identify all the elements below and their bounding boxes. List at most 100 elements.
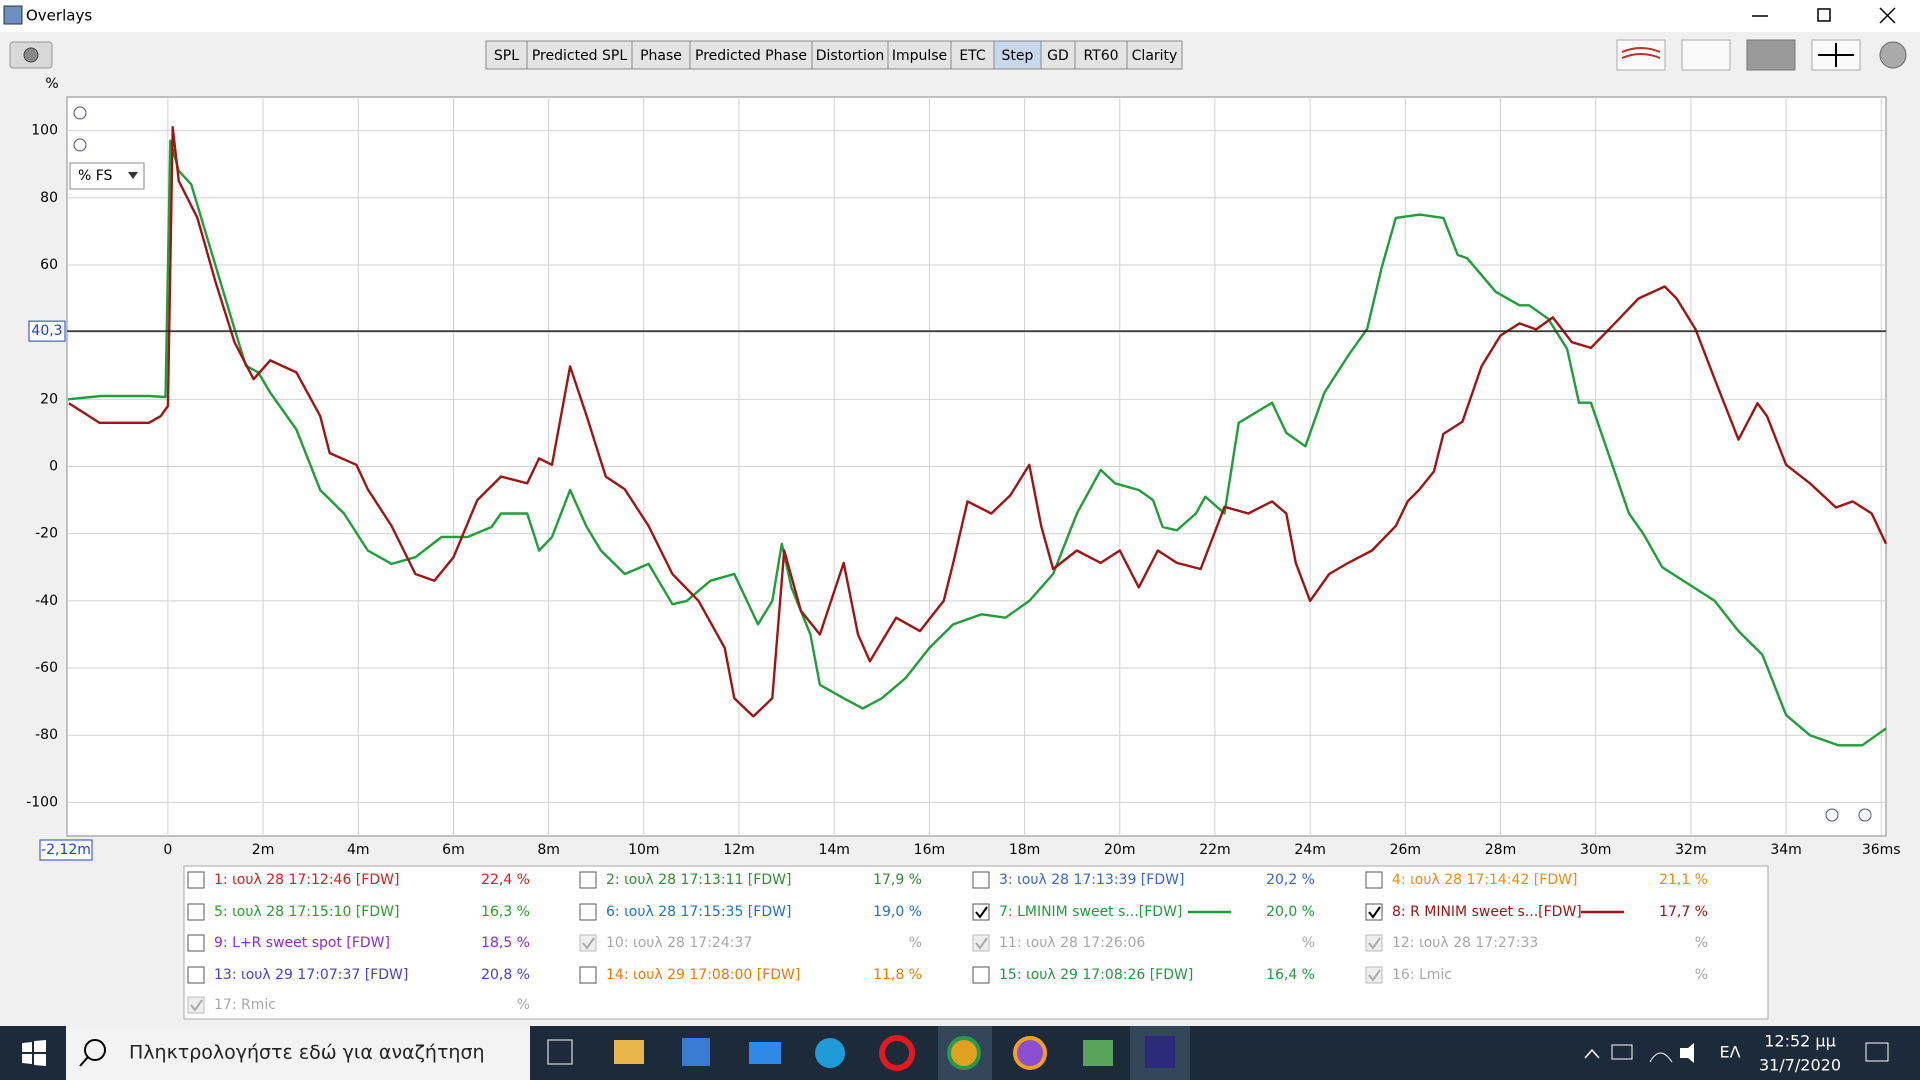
x-tick-label: 20m: [1104, 842, 1135, 858]
browser-icon[interactable]: [1013, 1036, 1047, 1070]
search-box[interactable]: [66, 1026, 530, 1080]
app-icon: [3, 5, 23, 25]
x-tick-label: 2m: [252, 842, 275, 858]
tab-label: Impulse: [892, 48, 947, 64]
checkbox: [187, 996, 205, 1014]
checkmark: [1368, 937, 1381, 950]
app-icon[interactable]: [1083, 1040, 1113, 1066]
x-tick-label: 22m: [1199, 842, 1230, 858]
notifications[interactable]: [1865, 1042, 1889, 1062]
checkbox[interactable]: [972, 966, 990, 984]
tab-label: Clarity: [1132, 48, 1178, 64]
plot-lines: 40,3: [28, 126, 1888, 747]
y-tick-label: -20: [35, 526, 58, 542]
series-line: [67, 139, 1887, 747]
window-icon[interactable]: [1681, 39, 1731, 71]
search-icon: [84, 1039, 106, 1061]
y-tick-label: 0: [49, 459, 58, 475]
tray-icon[interactable]: [1611, 1044, 1633, 1060]
tray-arrow[interactable]: [1584, 1048, 1600, 1059]
opera-icon[interactable]: [879, 1035, 915, 1071]
overlay-label: 11: ιουλ 28 17:26:06: [999, 935, 1145, 951]
x-tick-label: 30m: [1580, 842, 1611, 858]
overlay-percent: %: [1302, 935, 1315, 951]
checkbox[interactable]: [579, 903, 597, 921]
tab-button[interactable]: [1074, 40, 1128, 70]
edge-icon[interactable]: [815, 1038, 845, 1068]
checkbox[interactable]: [579, 871, 597, 889]
tab-button[interactable]: [993, 40, 1042, 70]
tab-label: Step: [1002, 48, 1034, 64]
chrome-icon[interactable]: [947, 1036, 981, 1070]
zoom-in-icon[interactable]: [73, 106, 87, 120]
checkbox[interactable]: [1365, 903, 1383, 921]
tab-label: SPL: [494, 48, 519, 64]
overlay-label: 13: ιουλ 29 17:07:37 [FDW]: [214, 967, 408, 983]
zoom-x-in-icon[interactable]: [1858, 808, 1872, 822]
tab-button[interactable]: [1040, 40, 1076, 70]
tab-label: Distortion: [816, 48, 885, 64]
checkbox[interactable]: [187, 871, 205, 889]
volume-icon[interactable]: [1680, 1043, 1694, 1063]
y-tick-label: 80: [40, 190, 58, 206]
tab-button[interactable]: [950, 40, 995, 70]
rew-icon[interactable]: [1145, 1036, 1175, 1068]
explorer-icon[interactable]: [614, 1040, 644, 1064]
tab-button[interactable]: [887, 40, 952, 70]
icon-art: [1818, 43, 1854, 67]
wifi-icon[interactable]: [1649, 1052, 1673, 1063]
settings-icon[interactable]: [1879, 41, 1907, 69]
tab-button[interactable]: [689, 40, 813, 70]
legend: 1: ιουλ 28 17:12:46 [FDW] 22,4 % 2: ιουλ 2…: [187, 871, 1708, 1014]
task-view[interactable]: [547, 1039, 573, 1065]
zoom-x-out-icon[interactable]: [1825, 808, 1839, 822]
grey-icon[interactable]: [1746, 39, 1796, 71]
clock-date[interactable]: 31/7/2020: [1759, 1056, 1841, 1075]
store-icon[interactable]: [682, 1038, 710, 1066]
checkmark: [190, 999, 203, 1012]
overlay-label: 15: ιουλ 29 17:08:26 [FDW]: [999, 967, 1193, 983]
checkbox: [1365, 966, 1383, 984]
y-tick-label: -100: [26, 794, 58, 810]
icon-art: [1621, 47, 1661, 59]
x-tick-label: 32m: [1675, 842, 1706, 858]
close-button[interactable]: [1879, 7, 1896, 24]
start-button[interactable]: [22, 1040, 46, 1066]
dropdown-arrow: [128, 172, 138, 179]
overlay-label: 17: Rmic: [214, 997, 276, 1013]
clock-time[interactable]: 12:52 μμ: [1764, 1032, 1836, 1051]
zoom-out-icon[interactable]: [73, 138, 87, 152]
y-tick-label: -60: [35, 660, 58, 676]
overlay-percent: 20,8 %: [481, 967, 530, 983]
checkbox[interactable]: [187, 934, 205, 952]
overlay-percent: %: [517, 997, 530, 1013]
tab-button[interactable]: [811, 40, 889, 70]
x-tick-label: 18m: [1009, 842, 1040, 858]
checkbox[interactable]: [187, 903, 205, 921]
overlay-label: 16: Lmic: [1392, 967, 1452, 983]
checkbox[interactable]: [187, 966, 205, 984]
mail-icon[interactable]: [749, 1042, 781, 1064]
overlay-label: 7: LMINIM sweet s...[FDW]: [999, 904, 1182, 920]
language[interactable]: ΕΛ: [1719, 1043, 1740, 1062]
tab-label: Predicted SPL: [532, 48, 628, 64]
window-title: Overlays: [26, 7, 92, 25]
tab-button[interactable]: [1126, 40, 1183, 70]
overlay-percent: 19,0 %: [873, 904, 922, 920]
x-tick-label: 16m: [914, 842, 945, 858]
checkbox[interactable]: [972, 871, 990, 889]
y-tick-label: 100: [31, 123, 58, 139]
checkbox: [579, 934, 597, 952]
checkbox[interactable]: [579, 966, 597, 984]
x-tick-label: 12m: [723, 842, 754, 858]
overlay-label: 10: ιουλ 28 17:24:37: [606, 935, 752, 951]
overlay-percent: 16,3 %: [481, 904, 530, 920]
checkbox[interactable]: [972, 903, 990, 921]
restore-button[interactable]: [1817, 8, 1831, 22]
overlay-percent: 16,4 %: [1266, 967, 1315, 983]
tab-button[interactable]: [631, 40, 691, 70]
search-icon-handle: [79, 1056, 89, 1067]
tab-label: GD: [1047, 48, 1069, 64]
checkbox[interactable]: [1365, 871, 1383, 889]
